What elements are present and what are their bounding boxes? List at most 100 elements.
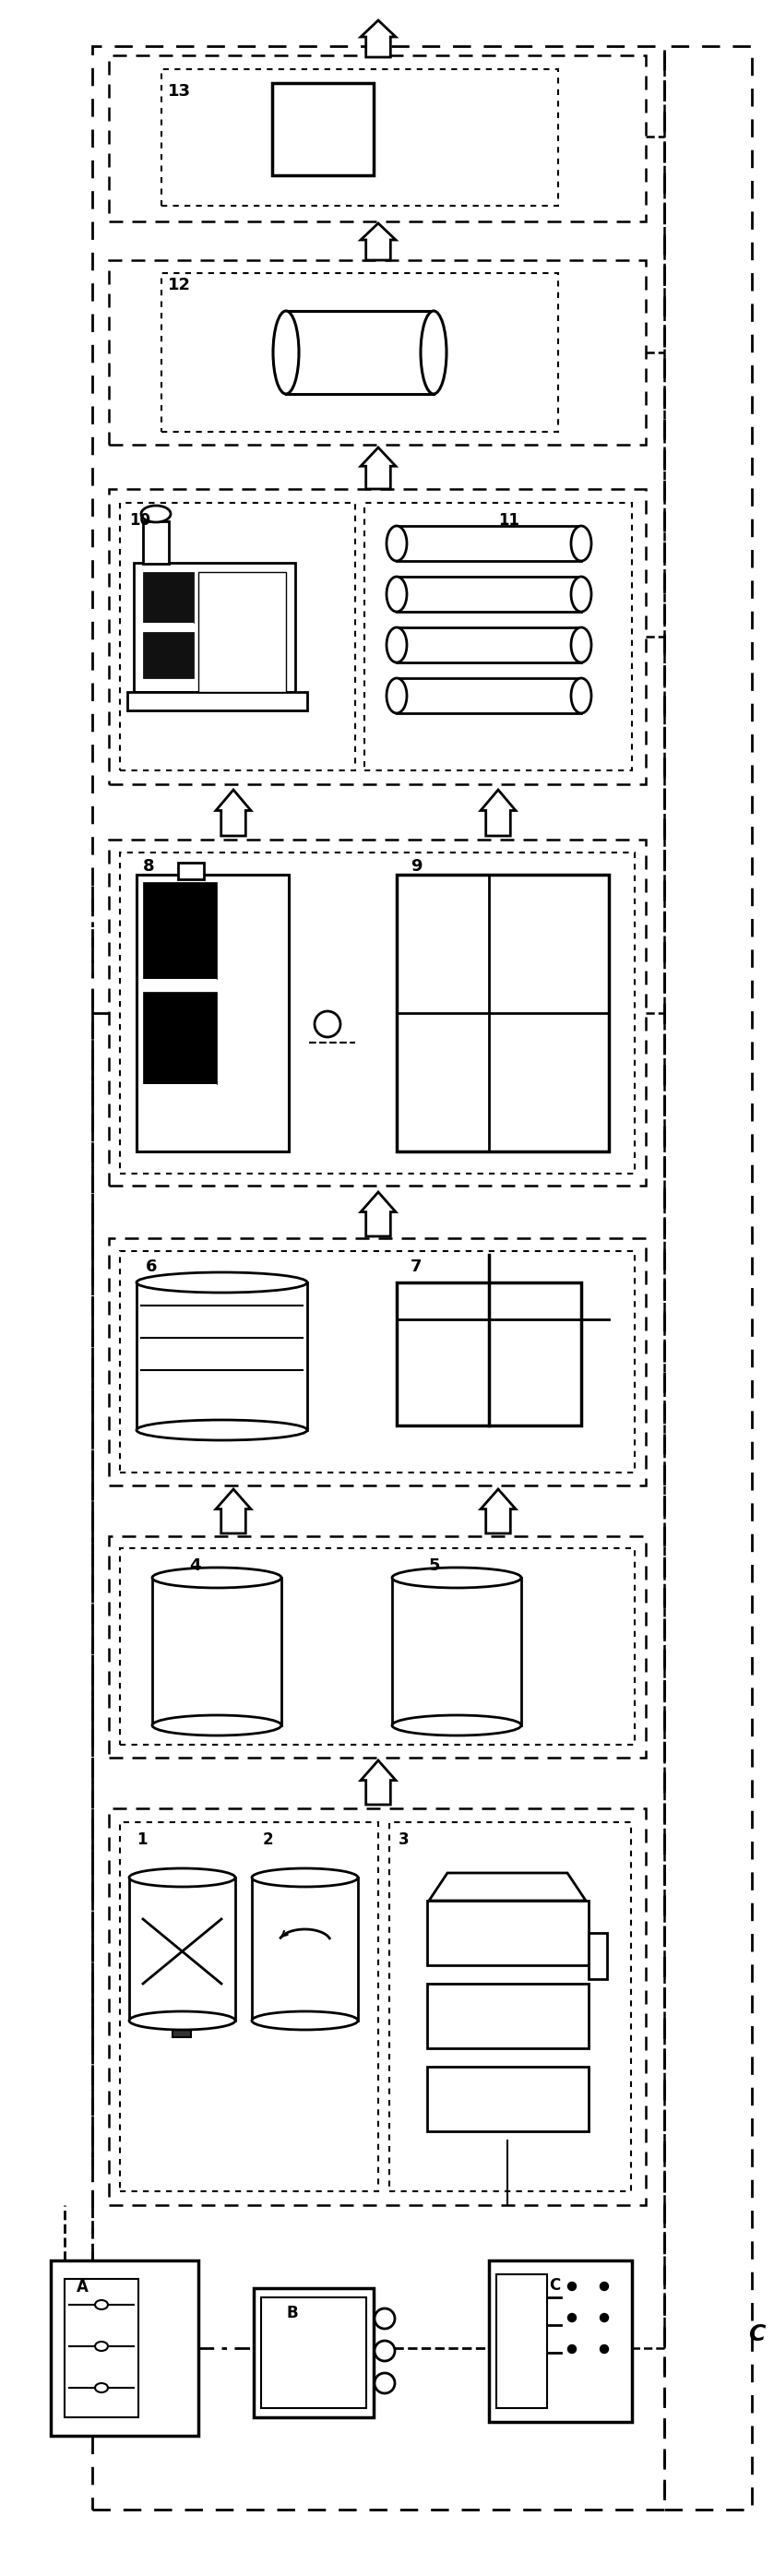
Bar: [143, 979, 217, 992]
Text: B: B: [286, 2306, 298, 2321]
Bar: [286, 312, 433, 394]
Bar: [588, 1932, 607, 1978]
Bar: [143, 572, 194, 623]
Bar: [136, 1283, 307, 1430]
Text: 13: 13: [168, 82, 191, 100]
Ellipse shape: [600, 2282, 608, 2290]
Bar: [152, 1577, 282, 1726]
Polygon shape: [361, 1759, 396, 1806]
Text: 4: 4: [189, 1558, 200, 1574]
Text: 5: 5: [429, 1558, 440, 1574]
Text: 3: 3: [399, 1832, 409, 1847]
Ellipse shape: [129, 1868, 235, 1886]
Bar: [120, 1252, 635, 1473]
Bar: [427, 1984, 588, 2048]
Ellipse shape: [152, 1569, 282, 1587]
Text: C: C: [549, 2277, 560, 2293]
Bar: [261, 2298, 366, 2409]
Polygon shape: [216, 791, 251, 835]
Text: 11: 11: [498, 513, 519, 528]
Text: 12: 12: [168, 276, 191, 294]
Ellipse shape: [252, 2012, 358, 2030]
Polygon shape: [361, 448, 396, 489]
Bar: [272, 82, 374, 175]
Polygon shape: [216, 1489, 251, 1533]
Text: A: A: [77, 2280, 88, 2295]
Text: 2: 2: [263, 1832, 274, 1847]
Bar: [392, 1577, 521, 1726]
Ellipse shape: [252, 1868, 358, 1886]
Ellipse shape: [571, 526, 591, 562]
Bar: [136, 876, 289, 1151]
Ellipse shape: [421, 312, 447, 394]
Bar: [120, 1821, 378, 2192]
Bar: [397, 577, 581, 611]
Bar: [64, 2280, 139, 2416]
Ellipse shape: [600, 2313, 608, 2321]
Bar: [109, 260, 646, 446]
Ellipse shape: [152, 1716, 282, 1736]
Bar: [92, 46, 664, 2509]
Ellipse shape: [568, 2344, 576, 2354]
Bar: [162, 70, 558, 206]
Bar: [254, 2287, 374, 2416]
Ellipse shape: [129, 2012, 235, 2030]
Bar: [365, 502, 632, 770]
Bar: [427, 1901, 588, 1965]
Text: 10: 10: [129, 513, 150, 528]
Ellipse shape: [375, 2342, 395, 2362]
Text: 7: 7: [410, 1260, 422, 1275]
Bar: [397, 677, 581, 714]
Bar: [489, 2262, 632, 2421]
Bar: [109, 1239, 646, 1486]
Bar: [397, 876, 609, 1151]
Ellipse shape: [392, 1716, 521, 1736]
Bar: [143, 881, 217, 979]
Ellipse shape: [571, 629, 591, 662]
Bar: [252, 1878, 358, 2020]
Text: 8: 8: [143, 858, 155, 876]
Polygon shape: [361, 224, 396, 260]
Ellipse shape: [141, 505, 171, 523]
Text: 9: 9: [410, 858, 422, 876]
Bar: [143, 520, 169, 564]
Bar: [51, 2262, 198, 2437]
Text: 1: 1: [136, 1832, 147, 1847]
Bar: [129, 1878, 235, 2020]
Bar: [143, 992, 217, 1084]
Ellipse shape: [386, 577, 407, 611]
Bar: [397, 629, 581, 662]
Polygon shape: [481, 1489, 515, 1533]
Ellipse shape: [571, 577, 591, 611]
Ellipse shape: [568, 2313, 576, 2321]
Bar: [173, 2020, 191, 2038]
Bar: [664, 46, 752, 2509]
Bar: [397, 1283, 581, 1425]
Bar: [427, 2066, 588, 2130]
Bar: [162, 273, 558, 433]
Bar: [143, 631, 194, 677]
Polygon shape: [361, 21, 396, 57]
Ellipse shape: [386, 677, 407, 714]
Bar: [109, 54, 646, 222]
Text: C: C: [748, 2324, 765, 2344]
Bar: [143, 1097, 217, 1149]
Bar: [109, 489, 646, 783]
Ellipse shape: [375, 2308, 395, 2329]
Ellipse shape: [375, 2372, 395, 2393]
Ellipse shape: [568, 2282, 576, 2290]
Bar: [120, 853, 635, 1175]
Bar: [178, 863, 204, 878]
Ellipse shape: [600, 2344, 608, 2354]
Bar: [127, 693, 307, 711]
Bar: [143, 1084, 217, 1097]
Bar: [134, 562, 295, 693]
Bar: [397, 526, 581, 562]
Text: 6: 6: [146, 1260, 157, 1275]
Bar: [120, 1548, 635, 1744]
Ellipse shape: [273, 312, 299, 394]
Ellipse shape: [392, 1569, 521, 1587]
Polygon shape: [481, 791, 515, 835]
Ellipse shape: [136, 1419, 307, 1440]
Bar: [389, 1821, 631, 2192]
